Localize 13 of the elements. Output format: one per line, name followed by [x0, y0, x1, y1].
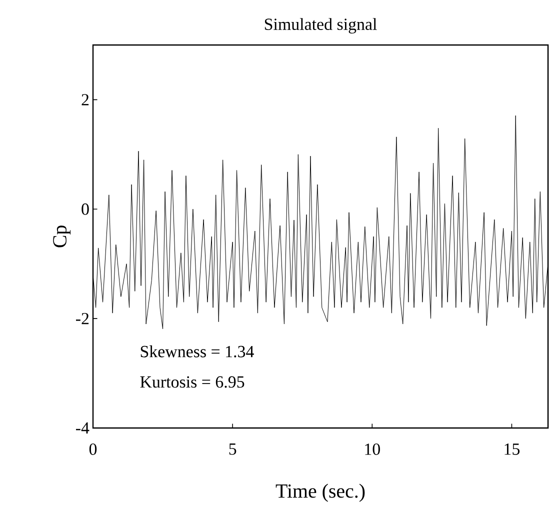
x-tick-label: 15 — [504, 444, 520, 455]
y-axis-title: Cp — [53, 226, 71, 248]
annotation: Kurtosis = 6.95 — [140, 376, 244, 388]
y-tick-label: 2 — [82, 94, 89, 106]
x-axis-title: Time (sec.) — [276, 484, 365, 502]
x-tick-label: 0 — [89, 444, 97, 455]
annotation: Skewness = 1.34 — [140, 345, 254, 358]
y-tick-label: 0 — [82, 203, 89, 215]
y-tick-label: -2 — [76, 312, 89, 324]
y-tick-label: -4 — [76, 422, 90, 434]
chart-title: Simulated signal — [264, 18, 377, 34]
x-tick-label: 10 — [365, 444, 380, 455]
x-tick-label: 5 — [229, 444, 236, 455]
